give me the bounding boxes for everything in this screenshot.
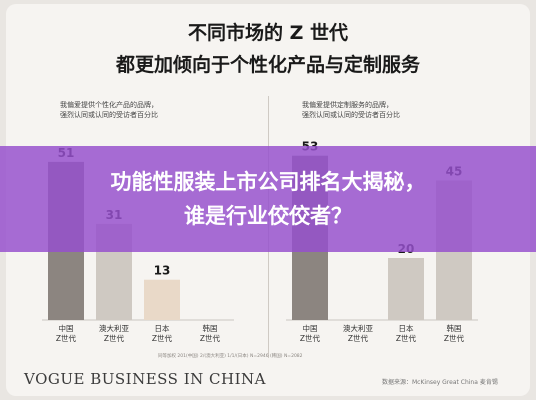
right-chart-subtitle: 我偏爱提供定制服务的品牌， 强烈认同或认同的受访者百分比: [302, 100, 400, 120]
category-label-0-1-1: Z世代: [104, 333, 125, 343]
left-subtitle-line1: 我偏爱提供个性化产品的品牌，: [60, 101, 158, 109]
category-label-0-3-1: Z世代: [200, 333, 221, 343]
banner-title-line1: 功能性服装上市公司排名大揭秘，: [110, 170, 426, 194]
left-subtitle-line2: 强烈认同或认同的受访者百分比: [60, 111, 158, 119]
chart-title-line1: 不同市场的 Z 世代: [187, 22, 348, 44]
category-label-0-3-0: 韩国: [203, 323, 218, 333]
category-label-0-2-1: Z世代: [152, 333, 173, 343]
category-label-1-2-1: Z世代: [396, 333, 417, 343]
category-label-1-3-0: 韩国: [447, 323, 462, 333]
category-label-1-0-0: 中国: [303, 323, 318, 333]
category-label-0-0-0: 中国: [59, 323, 74, 333]
category-label-1-1-1: Z世代: [348, 333, 369, 343]
category-label-1-2-0: 日本: [399, 323, 414, 333]
footnote: 同等加权 201(中国) 2/(澳大利亚) 1/1/(日本) N=2946 (韩…: [158, 354, 303, 359]
category-label-0-2-0: 日本: [155, 323, 170, 333]
category-label-1-3-1: Z世代: [444, 333, 465, 343]
bar-value-0-2: 13: [154, 264, 171, 278]
category-label-1-1-0: 澳大利亚: [343, 323, 373, 333]
category-label-0-1-0: 澳大利亚: [99, 323, 129, 333]
chart-title-line2: 都更加倾向于个性化产品与定制服务: [115, 54, 420, 76]
left-chart-subtitle: 我偏爱提供个性化产品的品牌， 强烈认同或认同的受访者百分比: [60, 100, 158, 120]
category-label-1-0-1: Z世代: [300, 333, 321, 343]
bar-1-2: [388, 258, 424, 320]
bar-0-2: [144, 279, 180, 320]
category-label-0-0-1: Z世代: [56, 333, 77, 343]
right-subtitle-line2: 强烈认同或认同的受访者百分比: [302, 111, 400, 119]
data-source: 数据来源：McKinsey Great China 麦肯锡: [382, 379, 498, 386]
right-subtitle-line1: 我偏爱提供定制服务的品牌，: [302, 101, 393, 109]
vogue-business-logo: VOGUE BUSINESS IN CHINA: [24, 370, 266, 388]
article-title-banner[interactable]: 功能性服装上市公司排名大揭秘， 谁是行业佼佼者？: [0, 146, 536, 252]
banner-title-line2: 谁是行业佼佼者？: [184, 204, 352, 228]
